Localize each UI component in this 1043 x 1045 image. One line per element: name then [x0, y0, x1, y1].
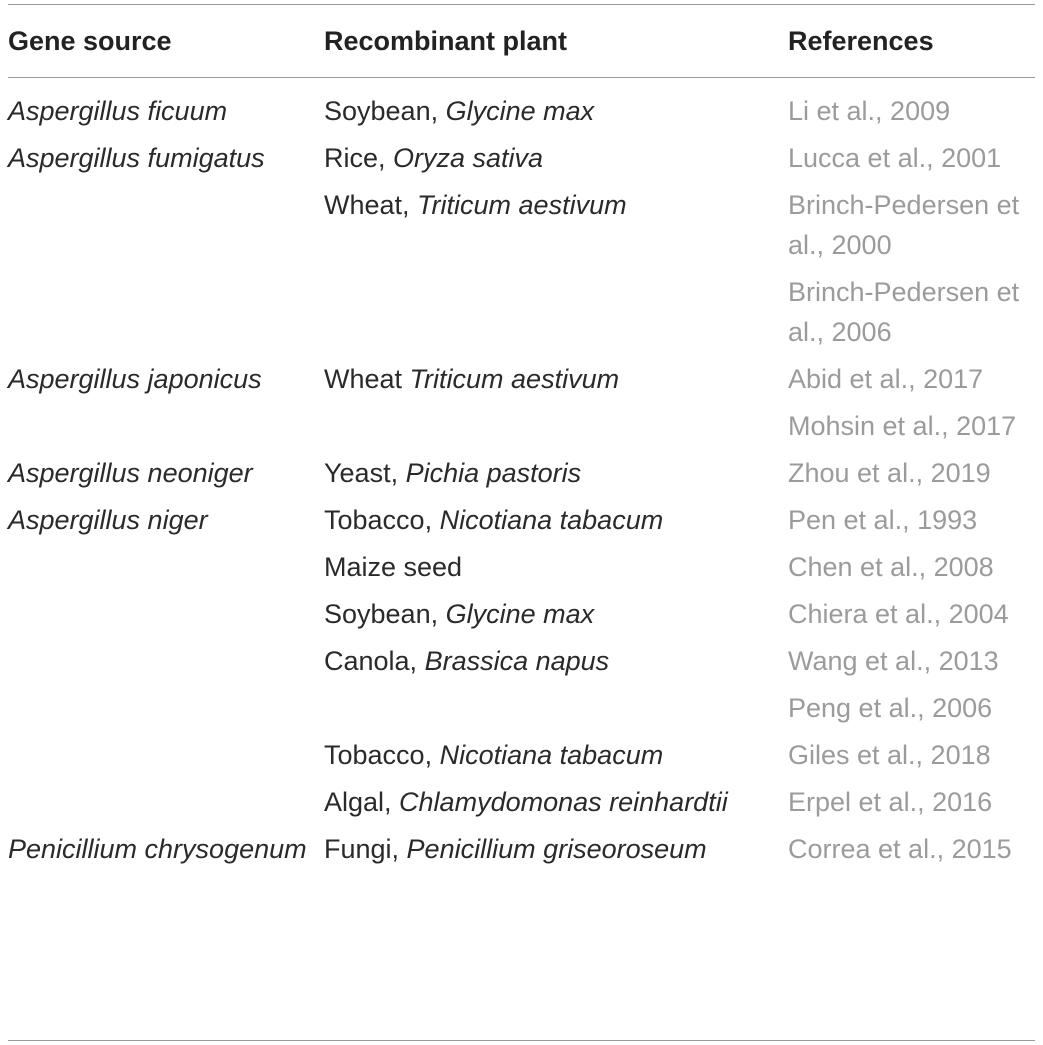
- header-recombinant-plant: Recombinant plant: [324, 25, 568, 56]
- reference-entry: Peng et al., 2006: [788, 693, 993, 723]
- references-cell: Zhou et al., 2019: [788, 453, 1035, 500]
- table-row: Aspergillus niger Tobacco, Nicotiana taba…: [8, 500, 1035, 547]
- references-cell: Giles et al., 2018: [788, 735, 1035, 782]
- references-cell: Erpel et al., 2016: [788, 782, 1035, 829]
- plant-scientific-name: Brassica napus: [424, 646, 610, 676]
- plant-scientific-name: Oryza sativa: [393, 143, 544, 173]
- table-row: Wheat, Triticum aestivum Brinch-Pedersen …: [8, 185, 1035, 359]
- table-row: Canola, Brassica napus Wang et al., 2013 P…: [8, 641, 1035, 735]
- plant-common-name: Rice,: [324, 143, 394, 173]
- table-row: Aspergillus ficuum Soybean, Glycine max Li…: [8, 78, 1035, 138]
- references-cell: Brinch-Pedersen et al., 2000 Brinch-Peder…: [788, 185, 1035, 359]
- table-row: Penicillium chrysogenum Fungi, Penicilliu…: [8, 829, 1035, 869]
- recombinant-plant-cell: Wheat Triticum aestivum: [324, 359, 788, 453]
- gene-source-cell: Aspergillus fumigatus: [8, 143, 265, 173]
- reference-entry: Pen et al., 1993: [788, 505, 978, 535]
- references-cell: Li et al., 2009: [788, 78, 1035, 138]
- plant-common-name: Wheat: [324, 364, 410, 394]
- reference-entry: Li et al., 2009: [788, 96, 951, 126]
- plant-common-name: Soybean,: [324, 96, 446, 126]
- bottom-rule: [8, 1040, 1035, 1041]
- table-row: Aspergillus japonicus Wheat Triticum aest…: [8, 359, 1035, 453]
- gene-source-cell: [8, 735, 324, 782]
- plant-common-name: Fungi,: [324, 834, 407, 864]
- plant-common-name: Maize seed: [324, 552, 463, 582]
- recombinant-plant-cell: Wheat, Triticum aestivum: [324, 185, 788, 359]
- plant-scientific-name: Triticum aestivum: [417, 190, 627, 220]
- header-rule: [8, 77, 1035, 78]
- plant-scientific-name: Glycine max: [445, 599, 595, 629]
- table-row: Aspergillus fumigatus Rice, Oryza sativa L…: [8, 138, 1035, 185]
- recombinant-plant-cell: Soybean, Glycine max: [324, 594, 788, 641]
- gene-source-cell: [8, 594, 324, 641]
- reference-entry: Erpel et al., 2016: [788, 787, 993, 817]
- plant-common-name: Tobacco,: [324, 505, 440, 535]
- recombinant-plant-cell: Canola, Brassica napus: [324, 641, 788, 735]
- recombinant-plant-cell: Algal, Chlamydomonas reinhardtii: [324, 782, 788, 829]
- gene-source-cell: Aspergillus japonicus: [8, 364, 262, 394]
- plant-scientific-name: Triticum aestivum: [409, 364, 620, 394]
- recombinant-plant-cell: Fungi, Penicillium griseoroseum: [324, 829, 788, 869]
- gene-source-cell: Aspergillus niger: [8, 505, 208, 535]
- references-cell: Chen et al., 2008: [788, 547, 1035, 594]
- table-row: Maize seed Chen et al., 2008: [8, 547, 1035, 594]
- reference-entry: Correa et al., 2015: [788, 834, 1012, 864]
- recombinant-plant-cell: Yeast, Pichia pastoris: [324, 453, 788, 500]
- plant-common-name: Wheat,: [324, 190, 418, 220]
- reference-entry: Mohsin et al., 2017: [788, 411, 1017, 441]
- references-cell: Correa et al., 2015: [788, 829, 1035, 869]
- table-row: Tobacco, Nicotiana tabacum Giles et al., …: [8, 735, 1035, 782]
- reference-entry: Chen et al., 2008: [788, 552, 994, 582]
- table-row: Soybean, Glycine max Chiera et al., 2004: [8, 594, 1035, 641]
- gene-source-cell: Penicillium chrysogenum: [8, 834, 307, 864]
- reference-entry: Brinch-Pedersen et al., 2000: [788, 190, 1020, 260]
- plant-common-name: Tobacco,: [324, 740, 440, 770]
- references-cell: Pen et al., 1993: [788, 500, 1035, 547]
- recombinant-plant-cell: Tobacco, Nicotiana tabacum: [324, 500, 788, 547]
- plant-common-name: Algal,: [324, 787, 400, 817]
- gene-source-cell: [8, 641, 324, 735]
- phytase-table: Gene source Recombinant plant References…: [8, 0, 1035, 869]
- references-cell: Chiera et al., 2004: [788, 594, 1035, 641]
- plant-scientific-name: Pichia pastoris: [405, 458, 582, 488]
- plant-scientific-name: Nicotiana tabacum: [439, 505, 664, 535]
- recombinant-plant-cell: Maize seed: [324, 547, 788, 594]
- gene-source-cell: Aspergillus ficuum: [8, 96, 228, 126]
- reference-entry: Zhou et al., 2019: [788, 458, 991, 488]
- header-row: Gene source Recombinant plant References: [8, 0, 1035, 78]
- plant-scientific-name: Penicillium griseoroseum: [406, 834, 707, 864]
- plant-common-name: Yeast,: [324, 458, 406, 488]
- reference-entry: Abid et al., 2017: [788, 364, 984, 394]
- references-cell: Abid et al., 2017 Mohsin et al., 2017: [788, 359, 1035, 453]
- reference-entry: Lucca et al., 2001: [788, 143, 1002, 173]
- table-row: Aspergillus neoniger Yeast, Pichia pastor…: [8, 453, 1035, 500]
- references-cell: Wang et al., 2013 Peng et al., 2006: [788, 641, 1035, 735]
- gene-source-cell: Aspergillus neoniger: [8, 458, 253, 488]
- plant-scientific-name: Glycine max: [445, 96, 595, 126]
- reference-entry: Wang et al., 2013: [788, 646, 999, 676]
- references-cell: Lucca et al., 2001: [788, 138, 1035, 185]
- header-references: References: [788, 25, 934, 56]
- top-rule: [8, 4, 1035, 5]
- plant-common-name: Soybean,: [324, 599, 446, 629]
- reference-entry: Giles et al., 2018: [788, 740, 991, 770]
- gene-source-cell: [8, 185, 324, 359]
- reference-entry: Chiera et al., 2004: [788, 599, 1009, 629]
- header-gene-source: Gene source: [8, 25, 172, 56]
- recombinant-plant-cell: Soybean, Glycine max: [324, 78, 788, 138]
- plant-common-name: Canola,: [324, 646, 425, 676]
- gene-source-cell: [8, 547, 324, 594]
- recombinant-plant-cell: Tobacco, Nicotiana tabacum: [324, 735, 788, 782]
- recombinant-plant-cell: Rice, Oryza sativa: [324, 138, 788, 185]
- reference-entry: Brinch-Pedersen et al., 2006: [788, 277, 1020, 347]
- table-body: Aspergillus ficuum Soybean, Glycine max Li…: [8, 78, 1035, 869]
- table-row: Algal, Chlamydomonas reinhardtii Erpel et…: [8, 782, 1035, 829]
- plant-scientific-name: Chlamydomonas reinhardtii: [399, 787, 728, 817]
- plant-scientific-name: Nicotiana tabacum: [439, 740, 664, 770]
- gene-source-cell: [8, 782, 324, 829]
